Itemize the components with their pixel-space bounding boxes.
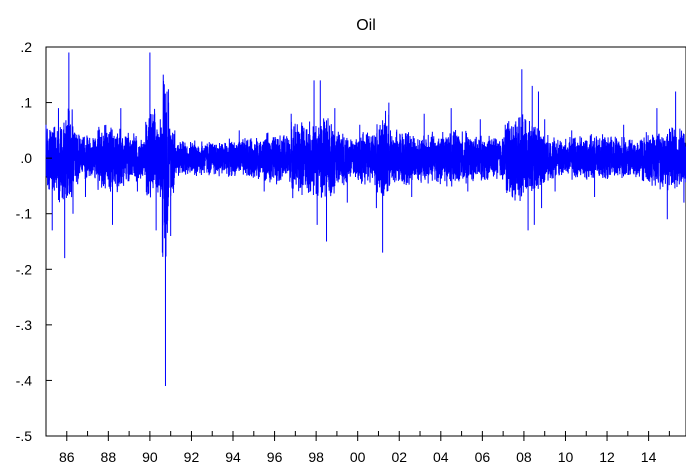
y-tick-label: .0 — [20, 150, 32, 166]
x-tick-label: 12 — [599, 449, 615, 465]
x-tick-label: 02 — [391, 449, 407, 465]
x-tick-label: 14 — [641, 449, 657, 465]
x-tick-label: 94 — [225, 449, 241, 465]
y-tick-label: -.3 — [16, 317, 33, 333]
y-tick-label: -.5 — [16, 428, 33, 444]
x-tick-label: 00 — [350, 449, 366, 465]
chart-title: Oil — [356, 17, 376, 34]
y-tick-label: -.1 — [16, 206, 33, 222]
y-tick-label: .2 — [20, 39, 32, 55]
x-tick-label: 92 — [184, 449, 200, 465]
x-tick-label: 88 — [101, 449, 117, 465]
x-tick-label: 86 — [59, 449, 75, 465]
y-tick-label: -.4 — [16, 372, 33, 388]
x-tick-label: 08 — [516, 449, 532, 465]
x-tick-label: 96 — [267, 449, 283, 465]
series-line — [45, 52, 686, 386]
y-tick-label: .1 — [20, 95, 32, 111]
x-tick-label: 04 — [433, 449, 449, 465]
x-tick-label: 10 — [558, 449, 574, 465]
axis-layer: .2 .1 .0 -.1 -.2 -.3 -.4 -.5 86 88 90 92 94 96 98 00 02 0… — [16, 39, 670, 465]
x-tick-label: 06 — [475, 449, 491, 465]
plot-frame — [45, 46, 686, 437]
y-tick-label: -.2 — [16, 261, 33, 277]
x-tick-label: 90 — [142, 449, 158, 465]
x-tick-label: 98 — [308, 449, 324, 465]
series-layer — [45, 52, 686, 386]
